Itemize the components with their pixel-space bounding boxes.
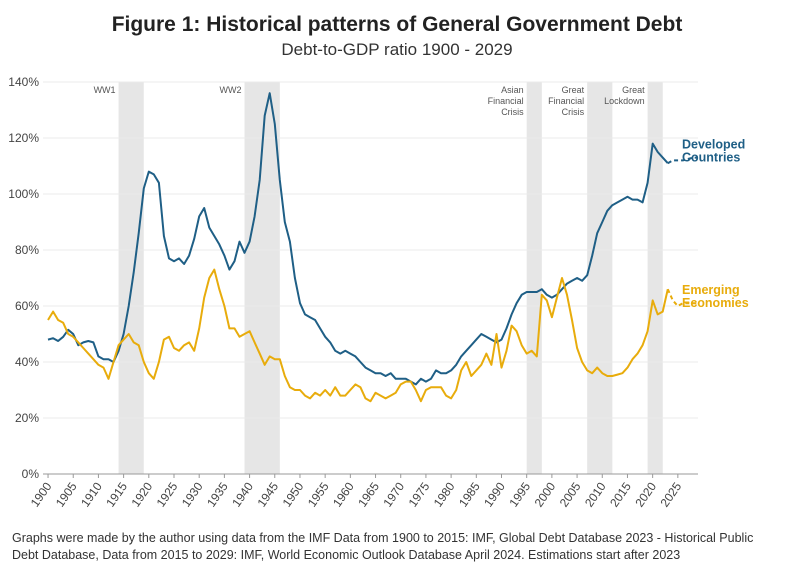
x-tick-label: 2000 (532, 479, 559, 509)
x-tick-label: 1965 (355, 479, 382, 509)
estimate-line (666, 288, 698, 307)
period-label: Crisis (501, 107, 524, 117)
footnote: Graphs were made by the author using dat… (12, 531, 754, 562)
x-tick-label: 1940 (229, 479, 256, 509)
y-tick-label: 0% (22, 467, 40, 481)
x-tick-label: 1970 (380, 479, 407, 509)
y-tick-label: 20% (15, 411, 39, 425)
x-tick-label: 1945 (254, 479, 281, 509)
period-label: Great (562, 85, 585, 95)
x-tick-label: 2020 (632, 479, 659, 509)
x-tick-label: 1955 (305, 479, 332, 509)
x-tick-label: 1915 (103, 479, 130, 509)
x-tick-label: 1950 (280, 479, 307, 509)
chart-title: Figure 1: Historical patterns of General… (112, 13, 683, 36)
x-tick-label: 1905 (53, 479, 80, 509)
x-tick-label: 1920 (128, 479, 155, 509)
y-tick-label: 40% (15, 355, 39, 369)
estimate-line (667, 156, 698, 165)
x-tick-label: 1935 (204, 479, 231, 509)
y-tick-label: 140% (8, 75, 39, 89)
x-tick-label: 2005 (557, 479, 584, 509)
period-label: Financial (488, 96, 524, 106)
x-tick-label: 2025 (658, 479, 685, 509)
period-label: Crisis (562, 107, 585, 117)
x-tick-label: 1975 (406, 479, 433, 509)
shaded-period (647, 82, 663, 474)
x-tick-label: 1985 (456, 479, 483, 509)
x-tick-label: 1990 (481, 479, 508, 509)
x-tick-label: 1960 (330, 479, 357, 509)
shaded-period (587, 82, 613, 474)
legend-label: Developed Countries (682, 138, 745, 165)
x-tick-label: 1900 (28, 479, 55, 509)
period-label: Great (622, 85, 645, 95)
y-tick-label: 120% (8, 131, 39, 145)
legend-label: Emerging Economies (682, 283, 749, 310)
chart: Figure 1: Historical patterns of General… (8, 13, 749, 510)
period-label: Financial (548, 96, 584, 106)
period-label: WW1 (94, 85, 116, 95)
x-tick-label: 1980 (431, 479, 458, 509)
x-tick-label: 2010 (582, 479, 609, 509)
x-tick-label: 1910 (78, 479, 105, 509)
shaded-period (118, 82, 144, 474)
x-tick-label: 1925 (154, 479, 181, 509)
y-tick-label: 60% (15, 299, 39, 313)
y-tick-label: 80% (15, 243, 39, 257)
x-tick-label: 2015 (607, 479, 634, 509)
series-line (47, 268, 669, 403)
period-label: WW2 (220, 85, 242, 95)
y-tick-label: 100% (8, 187, 39, 201)
x-tick-label: 1995 (506, 479, 533, 509)
x-tick-label: 1930 (179, 479, 206, 509)
chart-subtitle: Debt-to-GDP ratio 1900 - 2029 (281, 40, 512, 59)
period-label: Asian (501, 85, 524, 95)
shaded-period (526, 82, 542, 474)
period-label: Lockdown (604, 96, 645, 106)
